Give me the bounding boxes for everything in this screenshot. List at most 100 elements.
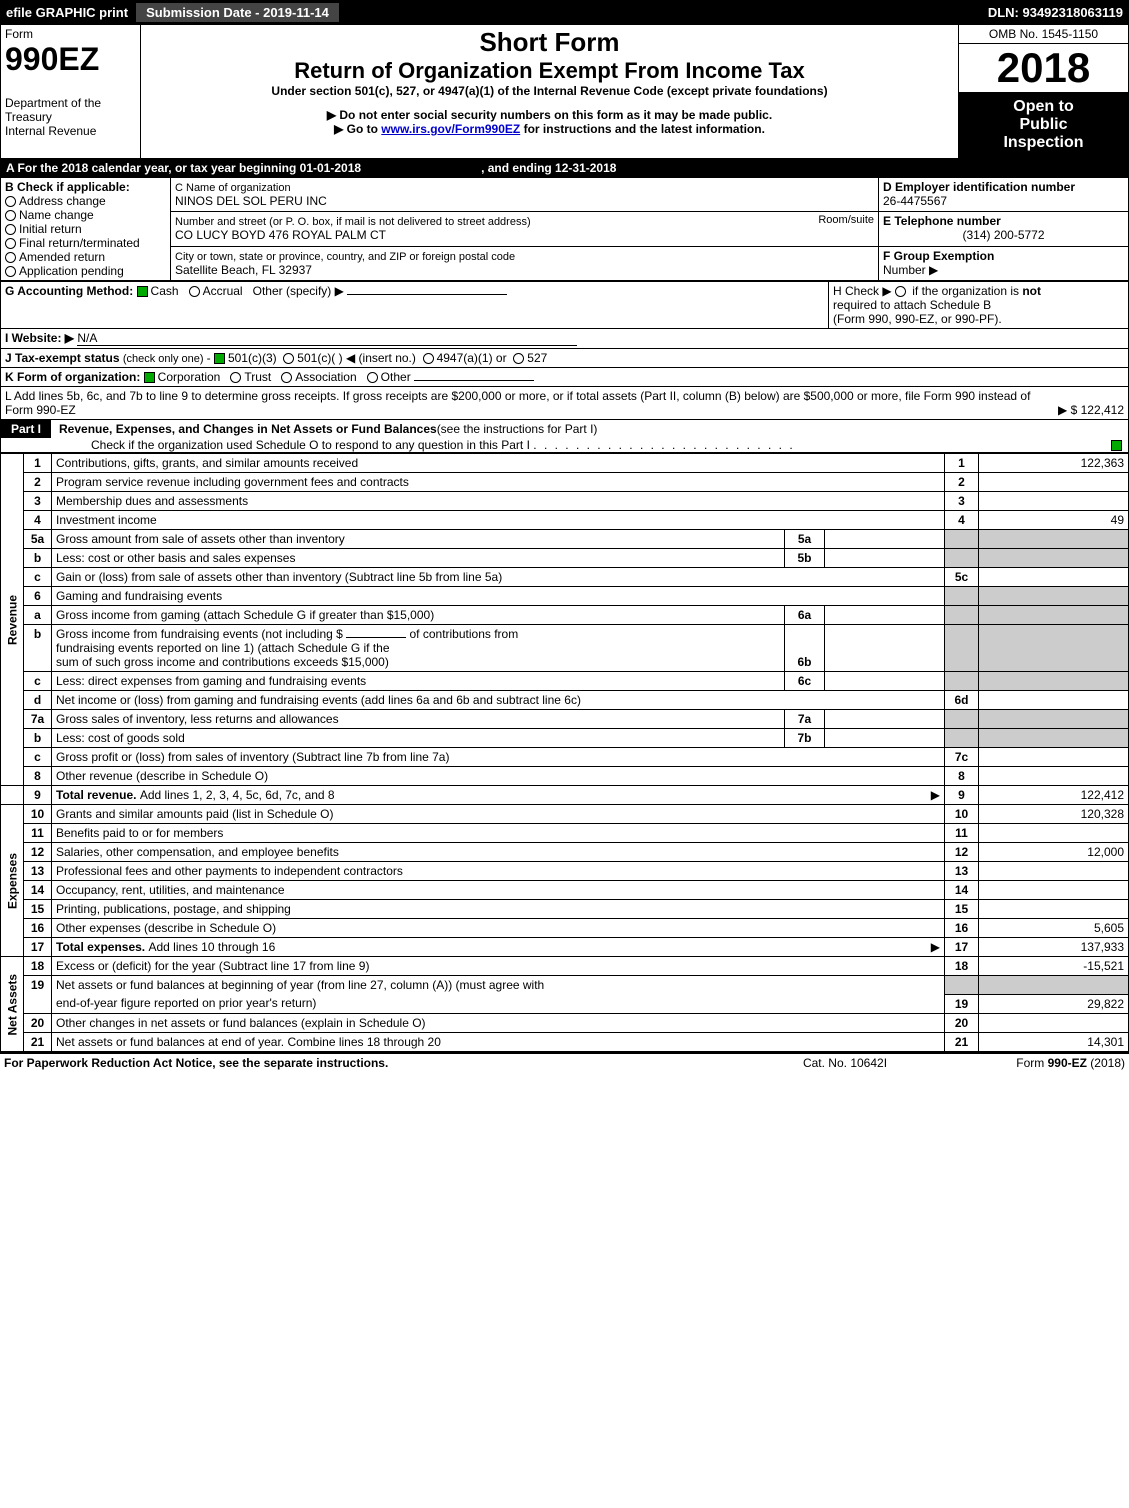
chk-501c[interactable] xyxy=(283,353,294,364)
chk-association[interactable] xyxy=(281,372,292,383)
row-6a-mid: 6a xyxy=(785,606,825,625)
do-not-enter-line: ▶ Do not enter social security numbers o… xyxy=(145,108,954,122)
street-label: Number and street (or P. O. box, if mail… xyxy=(175,216,531,228)
row-9-lino: 9 xyxy=(945,786,979,805)
chk-501c3[interactable] xyxy=(214,353,225,364)
row-16-amt: 5,605 xyxy=(979,919,1129,938)
line-h: H Check ▶ if the organization is not req… xyxy=(829,282,1129,329)
chk-accrual[interactable] xyxy=(189,286,200,297)
row-10-num: 10 xyxy=(24,805,52,824)
dots-icon xyxy=(533,438,794,452)
row-6-num: 6 xyxy=(24,587,52,606)
chk-schedule-b-not-required[interactable] xyxy=(895,286,906,297)
row-5c-lino: 5c xyxy=(945,568,979,587)
opt-accrual: Accrual xyxy=(203,284,243,298)
chk-name-change[interactable] xyxy=(5,210,16,221)
row-21-lino: 21 xyxy=(945,1032,979,1051)
row-8-num: 8 xyxy=(24,767,52,786)
part-1-label: Part I xyxy=(1,420,51,438)
chk-4947a1[interactable] xyxy=(423,353,434,364)
row-2-num: 2 xyxy=(24,473,52,492)
other-org-input[interactable] xyxy=(414,380,534,381)
row-8-desc: Other revenue (describe in Schedule O) xyxy=(52,767,945,786)
row-7c-amt xyxy=(979,748,1129,767)
box-e-label: E Telephone number xyxy=(883,214,1001,228)
row-2-desc: Program service revenue including govern… xyxy=(52,473,945,492)
chk-cash[interactable] xyxy=(137,286,148,297)
row-17-amt: 137,933 xyxy=(979,938,1129,957)
row-14-desc: Occupancy, rent, utilities, and maintena… xyxy=(52,881,945,900)
row-12-lino: 12 xyxy=(945,843,979,862)
line-i-pre: I Website: ▶ xyxy=(5,331,74,345)
footer-right: Form 990-EZ (2018) xyxy=(945,1056,1125,1070)
chk-corporation[interactable] xyxy=(144,372,155,383)
other-specify-input[interactable] xyxy=(347,294,507,295)
box-f-label: F Group Exemption xyxy=(883,249,994,263)
opt-name-change: Name change xyxy=(19,208,94,222)
row-21-num: 21 xyxy=(24,1032,52,1051)
row-13-desc: Professional fees and other payments to … xyxy=(52,862,945,881)
row-21-amt: 14,301 xyxy=(979,1032,1129,1051)
row-6b-d1: Gross income from fundraising events (no… xyxy=(56,627,343,641)
opt-cash: Cash xyxy=(151,284,179,298)
row-6d-amt xyxy=(979,691,1129,710)
chk-amended-return[interactable] xyxy=(5,252,16,263)
phone: (314) 200-5772 xyxy=(883,228,1124,242)
row-17-d2: Add lines 10 through 16 xyxy=(148,940,275,954)
row-7a-mid: 7a xyxy=(785,710,825,729)
opt-application-pending: Application pending xyxy=(19,264,124,278)
line-j: J Tax-exempt status (check only one) - 5… xyxy=(0,349,1129,368)
box-d-label: D Employer identification number xyxy=(883,180,1075,194)
row-6a-desc: Gross income from gaming (attach Schedul… xyxy=(52,606,785,625)
omb-number: OMB No. 1545-1150 xyxy=(989,27,1098,41)
chk-address-change[interactable] xyxy=(5,196,16,207)
row-17-desc: Total expenses. Add lines 10 through 16 … xyxy=(52,938,945,957)
opt-amended-return: Amended return xyxy=(19,250,105,264)
dept-line-2: Treasury xyxy=(5,110,136,124)
row-9-num: 9 xyxy=(24,786,52,805)
chk-final-return[interactable] xyxy=(5,238,16,249)
row-2-amt xyxy=(979,473,1129,492)
row-6b-d4: sum of such gross income and contributio… xyxy=(56,655,389,669)
chk-initial-return[interactable] xyxy=(5,224,16,235)
row-7c-lino: 7c xyxy=(945,748,979,767)
row-1-amt: 122,363 xyxy=(979,454,1129,473)
row-9-d2: Add lines 1, 2, 3, 4, 5c, 6d, 7c, and 8 xyxy=(140,788,335,802)
row-6d-lino: 6d xyxy=(945,691,979,710)
line-item-table: Revenue 1 Contributions, gifts, grants, … xyxy=(0,453,1129,1052)
line-h-3: (Form 990, 990-EZ, or 990-PF). xyxy=(833,312,1002,326)
row-4-amt: 49 xyxy=(979,511,1129,530)
row-6b-d3: fundraising events reported on line 1) (… xyxy=(56,641,390,655)
chk-application-pending[interactable] xyxy=(5,266,16,277)
chk-other-org[interactable] xyxy=(367,372,378,383)
dln: DLN: 93492318063119 xyxy=(982,5,1129,20)
open-line-3: Inspection xyxy=(961,134,1126,152)
row-6c-num: c xyxy=(24,672,52,691)
row-6b-input[interactable] xyxy=(346,637,406,638)
row-15-lino: 15 xyxy=(945,900,979,919)
row-19-lino-shade xyxy=(945,976,979,995)
row-11-desc: Benefits paid to or for members xyxy=(52,824,945,843)
row-11-amt xyxy=(979,824,1129,843)
line-l-amount: ▶ $ 122,412 xyxy=(1058,403,1124,417)
row-6c-amt xyxy=(979,672,1129,691)
form-number: 990EZ xyxy=(5,41,136,78)
chk-527[interactable] xyxy=(513,353,524,364)
row-7a-num: 7a xyxy=(24,710,52,729)
chk-trust[interactable] xyxy=(230,372,241,383)
row-6d-num: d xyxy=(24,691,52,710)
part-1-sub: Check if the organization used Schedule … xyxy=(91,438,530,452)
website-value: N/A xyxy=(77,331,577,346)
row-6a-midval xyxy=(825,606,945,625)
row-20-lino: 20 xyxy=(945,1013,979,1032)
row-19-lino: 19 xyxy=(945,994,979,1013)
chk-schedule-o-used[interactable] xyxy=(1111,440,1122,451)
opt-501c3: 501(c)(3) xyxy=(228,351,277,365)
row-7a-desc: Gross sales of inventory, less returns a… xyxy=(52,710,785,729)
opt-address-change: Address change xyxy=(19,194,106,208)
open-line-1: Open to xyxy=(961,98,1126,116)
row-5a-lino xyxy=(945,530,979,549)
irs-link[interactable]: www.irs.gov/Form990EZ xyxy=(381,122,520,136)
row-6d-desc: Net income or (loss) from gaming and fun… xyxy=(52,691,945,710)
row-17-lino: 17 xyxy=(945,938,979,957)
